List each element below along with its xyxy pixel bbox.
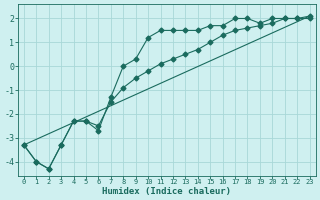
- X-axis label: Humidex (Indice chaleur): Humidex (Indice chaleur): [102, 187, 231, 196]
